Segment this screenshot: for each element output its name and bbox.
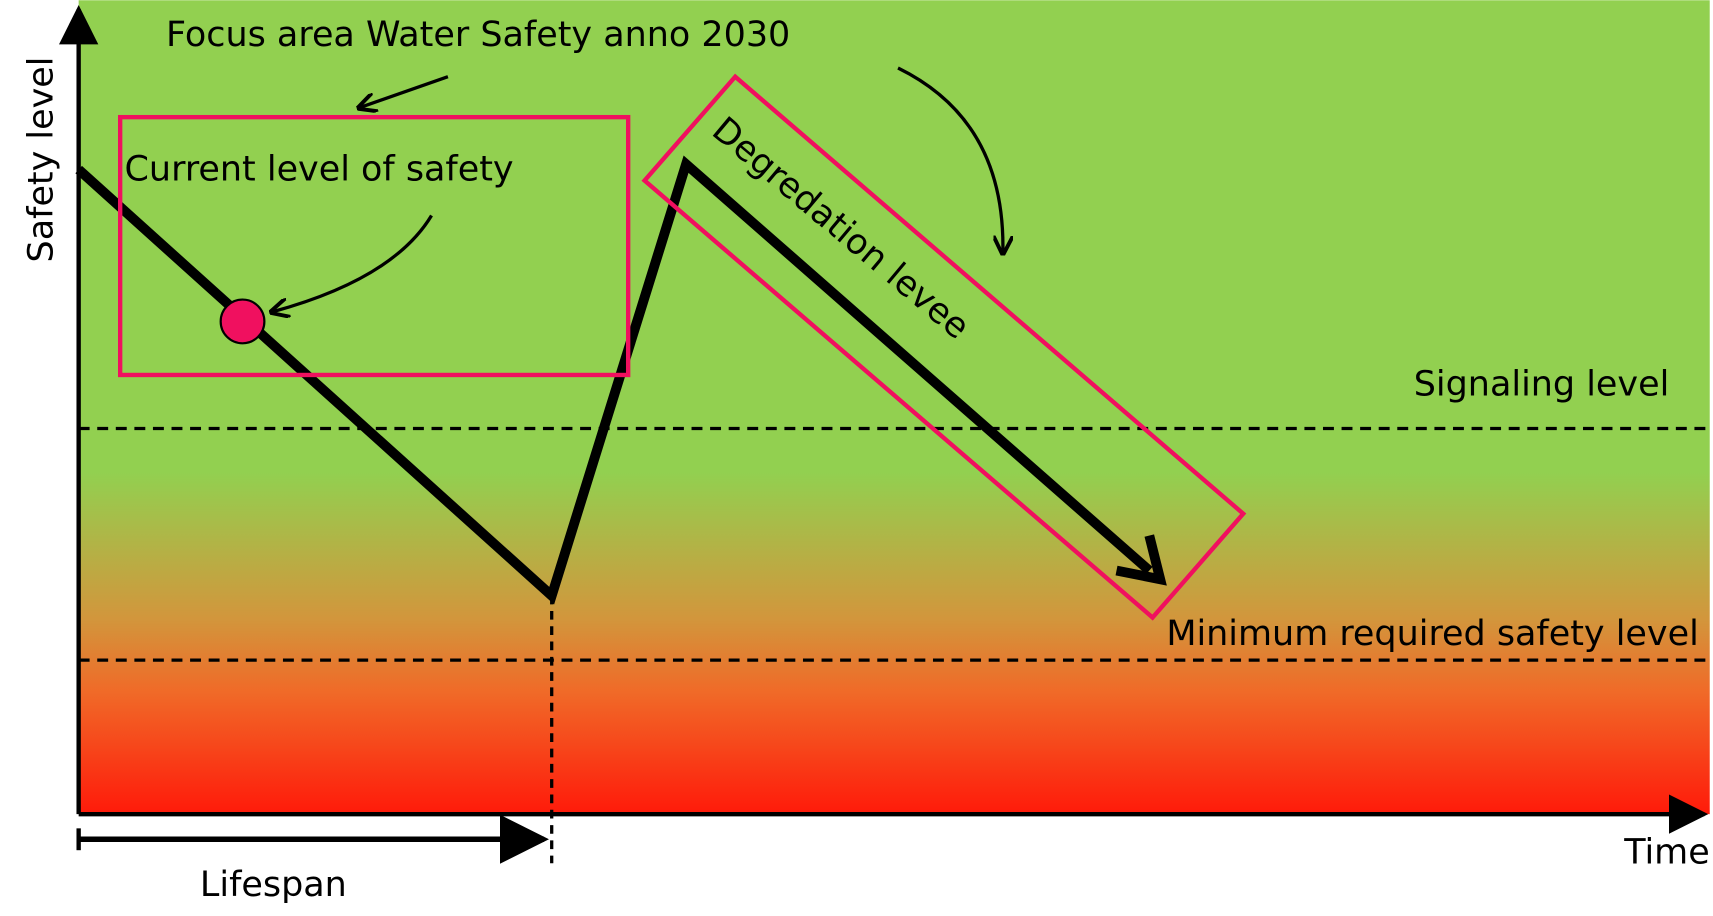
focus-label: Focus area Water Safety anno 2030 [166, 15, 790, 55]
minimum-label: Minimum required safety level [1166, 614, 1698, 654]
focus-box [117, 114, 631, 378]
y-axis-label: Safety level [21, 56, 61, 262]
current-label: Current level of safety [125, 150, 514, 190]
safety-gradient [78, 0, 1710, 815]
x-axis-label: Time [1623, 832, 1710, 872]
curve-arrowhead [1115, 534, 1167, 586]
pointer-arrow [897, 66, 1003, 252]
current-point [219, 298, 266, 345]
pointer-arrow [273, 214, 433, 311]
lifespan-label: Lifespan [200, 865, 347, 905]
degradation-box [641, 73, 1247, 621]
signaling-label: Signaling level [1414, 365, 1670, 405]
pointer-arrow [361, 75, 449, 108]
safety-curve [75, 155, 1153, 605]
